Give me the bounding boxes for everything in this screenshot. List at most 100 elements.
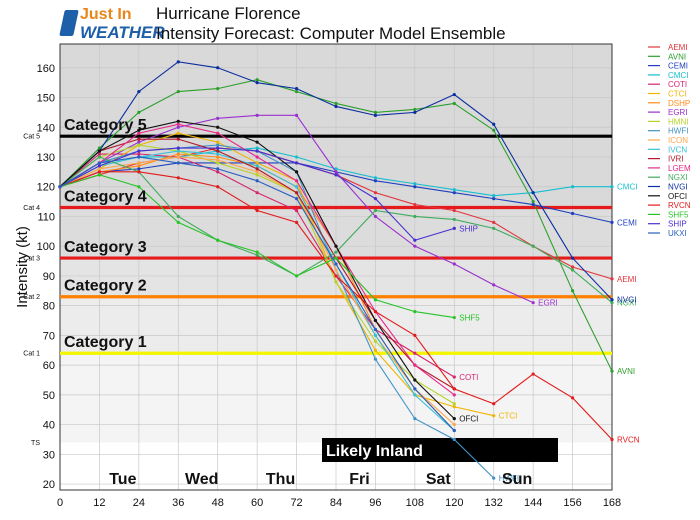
series-point (294, 179, 299, 183)
series-point (255, 140, 259, 144)
series-point (492, 197, 496, 201)
series-point (255, 149, 259, 153)
series-end-label: NVGI (617, 296, 637, 305)
series-end-label: AEMI (617, 275, 637, 284)
series-point (97, 152, 102, 156)
series-end-label: OFCI (459, 415, 478, 424)
series-point (216, 146, 220, 150)
series-point (137, 155, 141, 159)
series-point (452, 437, 456, 442)
y-tick-label: 110 (37, 211, 55, 223)
series-point (373, 339, 378, 343)
x-tick-label: 108 (406, 497, 424, 509)
series-point (137, 152, 141, 156)
legend-entry: HMNI (668, 117, 688, 126)
x-tick-label: 144 (524, 497, 542, 509)
series-point (294, 191, 299, 195)
series-point (610, 301, 614, 305)
series-point (137, 167, 141, 171)
series-point (176, 137, 180, 141)
series-point (413, 244, 417, 248)
y-axis-label: Intensity (kt) (14, 226, 31, 308)
series-point (137, 170, 141, 174)
category-axis-label: Cat 5 (23, 134, 40, 141)
series-point (176, 220, 180, 224)
series-end-label: NGXI (617, 299, 637, 308)
series-point (176, 152, 180, 156)
series-point (137, 140, 141, 144)
series-point (452, 188, 456, 192)
series-point (176, 125, 180, 129)
legend-entry: ICON (668, 136, 688, 145)
series-end-label: SHF5 (459, 314, 480, 323)
series-point (413, 110, 417, 114)
series-point (294, 274, 299, 278)
series-point (137, 89, 141, 94)
series-point (255, 113, 259, 117)
y-tick-label: 120 (37, 182, 55, 194)
series-point (137, 185, 141, 189)
series-point (255, 78, 259, 82)
x-tick-label: 72 (290, 497, 302, 509)
series-point (452, 92, 456, 97)
y-tick-label: 20 (43, 479, 55, 491)
series-point (452, 101, 456, 106)
y-tick-label: 60 (43, 360, 55, 372)
series-point (216, 158, 220, 162)
series-point (413, 393, 417, 397)
y-tick-label: 100 (37, 241, 55, 253)
y-tick-label: 140 (37, 122, 55, 134)
series-point (255, 167, 259, 171)
series-point (373, 348, 378, 352)
series-point (176, 176, 180, 180)
series-point (216, 170, 220, 174)
series-point (137, 131, 141, 135)
series-point (255, 208, 259, 213)
series-point (413, 351, 417, 355)
legend-entry: UKXI (668, 229, 687, 238)
legend-entry: CEMI (668, 62, 688, 71)
series-point (97, 149, 102, 153)
series-point (373, 318, 378, 323)
series-point (373, 176, 378, 180)
series-point (97, 164, 102, 168)
x-tick-label: 120 (445, 497, 463, 509)
series-point (294, 155, 299, 159)
series-point (610, 185, 614, 189)
series-point (334, 244, 338, 248)
series-point (373, 298, 378, 302)
series-point (334, 262, 338, 266)
series-point (452, 387, 456, 391)
series-point (452, 315, 456, 320)
y-tick-label: 90 (43, 271, 55, 283)
series-point (216, 125, 220, 129)
series-point (216, 238, 220, 242)
legend-entry: LGEM (668, 164, 691, 173)
series-point (255, 253, 259, 257)
series-point (216, 155, 220, 159)
day-label: Sat (426, 471, 452, 488)
series-point (452, 402, 456, 406)
series-point (413, 363, 417, 367)
series-point (492, 194, 496, 198)
legend-entry: CMCI (668, 71, 688, 80)
category-axis-label: Cat 1 (23, 351, 40, 358)
series-point (452, 208, 456, 213)
x-tick-label: 12 (93, 497, 105, 509)
series-point (176, 122, 180, 126)
series-point (97, 167, 102, 171)
category-label: Category 3 (64, 239, 147, 256)
series-point (58, 185, 62, 189)
legend-entry: IVRI (668, 155, 684, 164)
series-end-label: AVNI (617, 367, 635, 376)
series-point (570, 396, 575, 400)
series-point (531, 202, 535, 207)
series-point (255, 161, 259, 165)
series-point (531, 372, 535, 376)
series-point (255, 81, 259, 85)
series-point (452, 405, 456, 409)
x-tick-label: 24 (133, 497, 145, 509)
series-point (452, 191, 456, 195)
series-point (294, 185, 299, 189)
series-end-label: RVCN (617, 435, 640, 444)
